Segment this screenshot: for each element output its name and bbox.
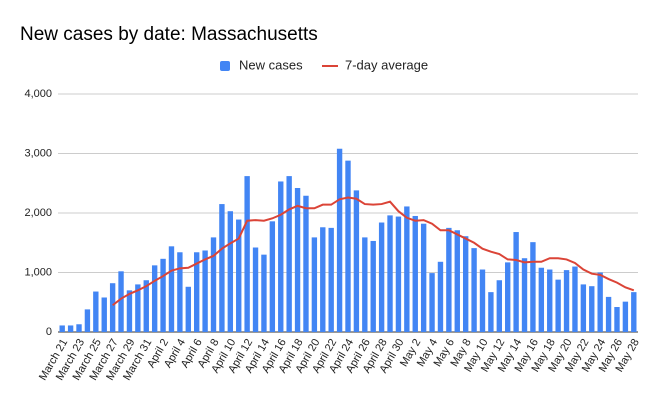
y-tick-label: 3,000: [24, 147, 52, 159]
bar: [219, 204, 225, 332]
bar: [387, 215, 393, 332]
bar: [269, 221, 276, 332]
bar: [336, 148, 343, 332]
bar: [488, 292, 494, 332]
bar: [93, 291, 99, 332]
bar: [496, 280, 502, 332]
bar: [420, 223, 427, 332]
bar: [589, 286, 595, 332]
bar: [59, 325, 65, 332]
bar: [597, 272, 603, 332]
bar: [227, 211, 234, 332]
bar: [446, 227, 452, 332]
bar: [454, 230, 460, 332]
bar: [278, 181, 284, 332]
legend-label: 7-day average: [345, 57, 428, 72]
bar: [437, 261, 444, 332]
bar: [236, 219, 242, 332]
bar: [370, 240, 376, 332]
bar: [505, 262, 511, 332]
bar: [311, 237, 318, 332]
bar: [572, 266, 578, 332]
bar: [151, 265, 158, 332]
bar: [210, 237, 217, 332]
bar: [109, 283, 116, 332]
bar: [261, 254, 267, 332]
bar: [303, 195, 309, 332]
bar: [395, 216, 402, 332]
bar: [143, 280, 149, 332]
y-tick-label: 2,000: [24, 207, 52, 219]
bar: [605, 296, 612, 332]
bar: [404, 206, 410, 332]
y-tick-label: 4,000: [24, 88, 52, 100]
bar: [320, 227, 326, 332]
bar: [244, 176, 250, 332]
y-tick-label: 1,000: [24, 266, 52, 278]
bar: [177, 252, 183, 332]
chart-title: New cases by date: Massachusetts: [20, 24, 318, 45]
bar: [84, 309, 91, 332]
bar: [547, 269, 553, 332]
y-tick-label: 0: [46, 326, 52, 338]
bar: [513, 232, 519, 332]
bar: [471, 248, 477, 332]
bar: [538, 267, 545, 332]
bar: [126, 290, 133, 332]
bar: [76, 324, 82, 332]
bar: [429, 273, 435, 332]
bar: [378, 222, 385, 332]
bar: [622, 301, 629, 332]
bar: [614, 307, 620, 332]
bar: [362, 237, 368, 332]
bar: [328, 227, 334, 332]
bar: [555, 279, 561, 332]
bar: [631, 292, 637, 332]
legend-label: New cases: [239, 57, 303, 72]
bar: [580, 284, 587, 332]
bar: [118, 271, 124, 332]
legend-swatch: [220, 61, 230, 71]
bar: [345, 160, 351, 332]
bar: [462, 236, 469, 332]
bar: [168, 246, 175, 332]
bar: [185, 286, 191, 332]
bar: [160, 258, 166, 332]
bar: [286, 176, 292, 332]
bar: [479, 269, 486, 332]
bar: [353, 190, 360, 332]
bar: [412, 215, 418, 332]
bar: [101, 297, 107, 332]
bar: [563, 270, 570, 332]
bar: [135, 284, 141, 332]
bar: [530, 242, 536, 332]
bar: [194, 252, 200, 332]
bar: [202, 250, 208, 332]
bar: [67, 325, 74, 332]
line: [112, 196, 635, 307]
bar: [294, 188, 301, 332]
bar: [521, 258, 528, 332]
bar: [252, 247, 259, 332]
